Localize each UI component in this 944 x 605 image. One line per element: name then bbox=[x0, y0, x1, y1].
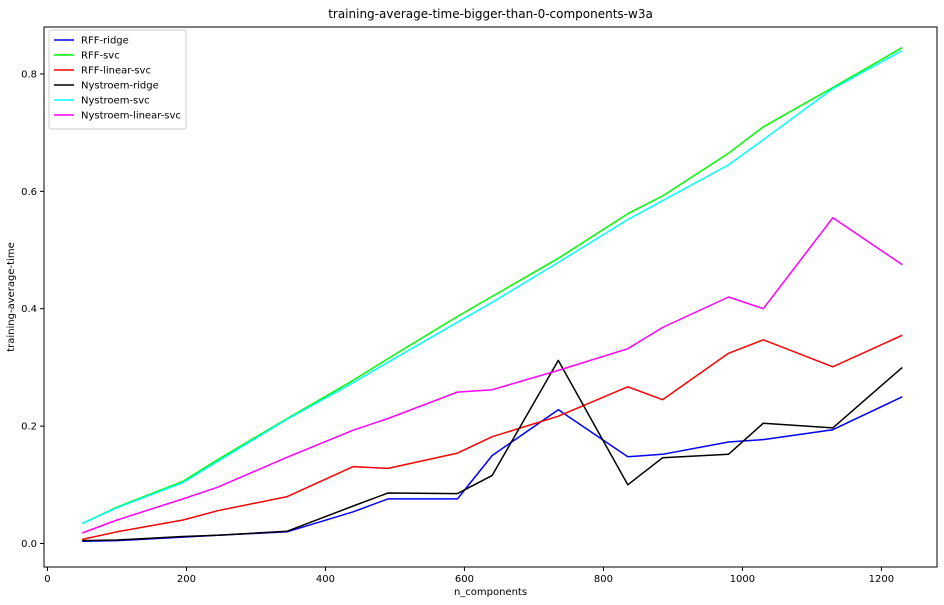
y-tick-label: 0.6 bbox=[21, 187, 37, 198]
y-axis: 0.0 0.2 0.4 0.6 0.8 bbox=[21, 69, 44, 550]
legend-label: Nystroem-linear-svc bbox=[81, 111, 181, 122]
x-tick-label: 0 bbox=[44, 574, 50, 585]
series-line-1 bbox=[81, 46, 903, 525]
x-tick-label: 600 bbox=[455, 574, 474, 585]
legend-label: RFF-ridge bbox=[81, 36, 129, 47]
plot-area bbox=[43, 26, 938, 568]
x-tick-label: 1200 bbox=[869, 574, 894, 585]
series-line-3 bbox=[82, 359, 903, 542]
legend-label: Nystroem-svc bbox=[81, 96, 150, 107]
x-axis-label: n_components bbox=[454, 587, 527, 598]
legend-label: RFF-svc bbox=[81, 51, 120, 62]
series-lines bbox=[81, 46, 903, 542]
y-tick-label: 0.8 bbox=[21, 69, 37, 80]
legend: RFF-ridge RFF-svc RFF-linear-svc Nystroem-r… bbox=[48, 29, 187, 130]
x-tick-label: 200 bbox=[177, 574, 196, 585]
y-tick-label: 0.4 bbox=[21, 304, 37, 315]
y-tick-label: 0.0 bbox=[21, 539, 37, 550]
legend-label: Nystroem-ridge bbox=[81, 81, 159, 92]
series-line-2 bbox=[82, 334, 903, 541]
x-axis: 0 200 400 600 800 1000 1200 bbox=[44, 567, 894, 585]
chart-title: training-average-time-bigger-than-0-comp… bbox=[328, 7, 653, 21]
series-line-5 bbox=[81, 217, 903, 534]
y-tick-label: 0.2 bbox=[21, 422, 37, 433]
y-axis-label: training-average-time bbox=[6, 242, 17, 352]
legend-label: RFF-linear-svc bbox=[81, 66, 151, 77]
x-tick-label: 800 bbox=[594, 574, 613, 585]
series-line-4 bbox=[81, 49, 903, 525]
x-tick-label: 400 bbox=[316, 574, 335, 585]
legend-box bbox=[48, 29, 187, 130]
x-tick-label: 1000 bbox=[730, 574, 755, 585]
